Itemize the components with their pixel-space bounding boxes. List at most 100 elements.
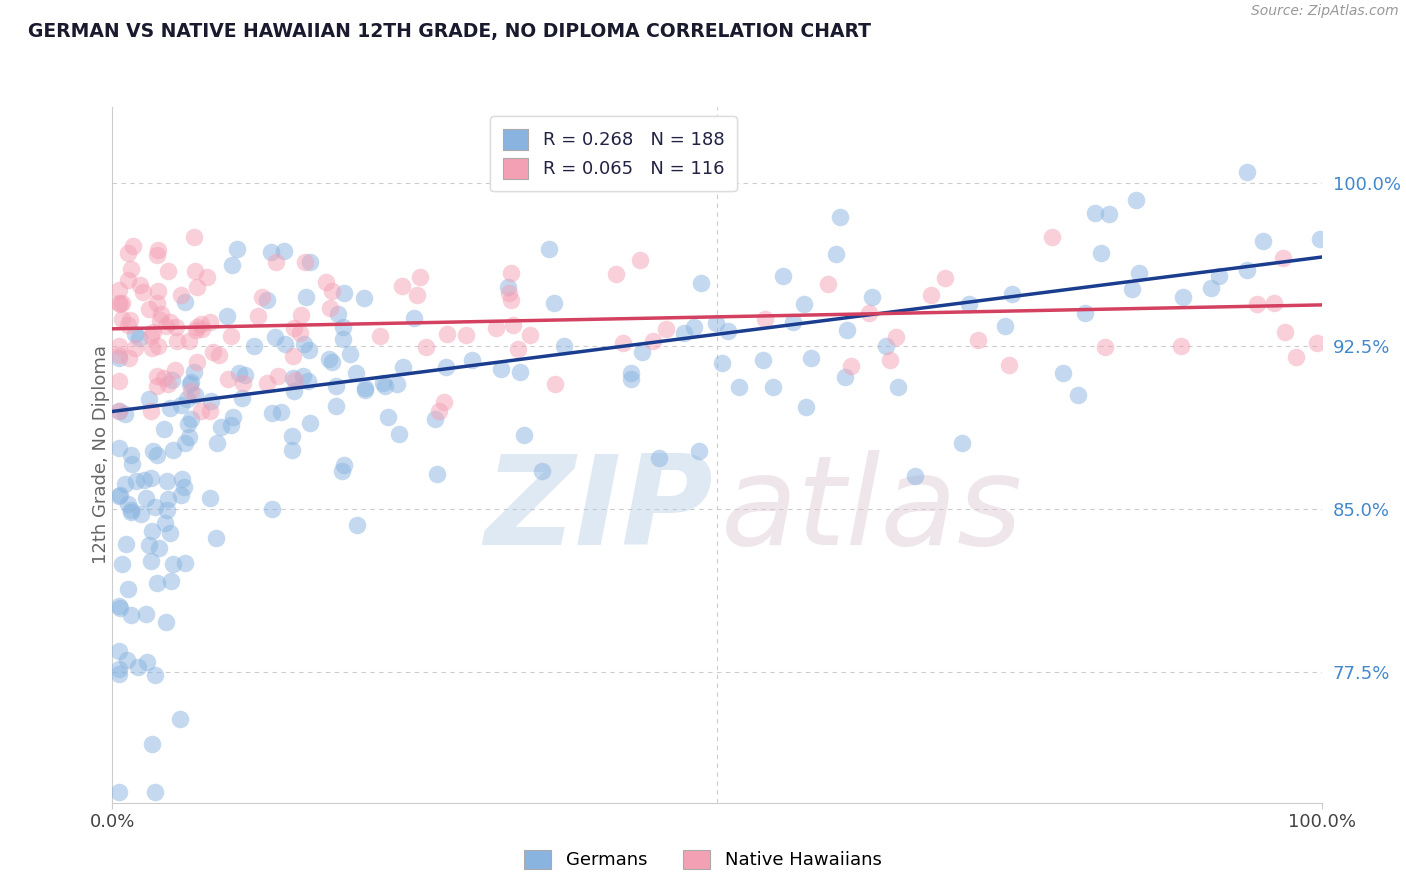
Point — [118, 351, 141, 365]
Point — [620, 372, 643, 386]
Point — [283, 321, 305, 335]
Point — [374, 379, 396, 393]
Point — [183, 365, 205, 379]
Point — [628, 253, 651, 268]
Point — [502, 318, 524, 332]
Point — [208, 348, 231, 362]
Point — [353, 383, 375, 397]
Point — [294, 290, 316, 304]
Point — [1090, 246, 1112, 260]
Point — [129, 507, 152, 521]
Point — [155, 615, 177, 629]
Point — [166, 334, 188, 348]
Point — [170, 472, 193, 486]
Point — [174, 436, 197, 450]
Point — [1306, 336, 1329, 351]
Point — [858, 306, 880, 320]
Point — [1084, 206, 1107, 220]
Point — [146, 248, 169, 262]
Point — [209, 419, 232, 434]
Point — [107, 785, 129, 799]
Point — [957, 297, 980, 311]
Point — [107, 667, 129, 681]
Point — [499, 293, 522, 307]
Point — [837, 323, 859, 337]
Point — [145, 295, 167, 310]
Point — [274, 337, 297, 351]
Point — [1052, 366, 1074, 380]
Point — [180, 375, 202, 389]
Point — [512, 428, 534, 442]
Point — [148, 339, 170, 353]
Point — [121, 457, 143, 471]
Point — [319, 301, 342, 316]
Point — [166, 319, 188, 334]
Point — [115, 537, 138, 551]
Point — [107, 374, 129, 388]
Point — [728, 379, 751, 393]
Point — [325, 399, 347, 413]
Point — [402, 311, 425, 326]
Point — [111, 296, 134, 310]
Point — [195, 270, 218, 285]
Point — [117, 273, 139, 287]
Point — [169, 712, 191, 726]
Point — [174, 294, 197, 309]
Point — [260, 406, 283, 420]
Point — [162, 442, 184, 457]
Point — [129, 278, 152, 293]
Point — [107, 441, 129, 455]
Point — [232, 376, 254, 391]
Point — [266, 255, 288, 269]
Point — [994, 318, 1017, 333]
Point — [138, 392, 160, 406]
Point — [150, 307, 173, 321]
Point — [228, 367, 250, 381]
Point — [1098, 207, 1121, 221]
Point — [145, 448, 167, 462]
Point — [950, 435, 973, 450]
Point — [1285, 350, 1308, 364]
Point — [332, 332, 354, 346]
Point — [454, 328, 477, 343]
Point — [641, 334, 664, 348]
Point — [1125, 193, 1147, 207]
Point — [142, 443, 165, 458]
Point — [1170, 339, 1192, 353]
Point — [1067, 388, 1090, 402]
Point — [173, 556, 195, 570]
Point — [177, 417, 200, 431]
Point — [139, 404, 162, 418]
Point — [180, 411, 202, 425]
Point — [281, 429, 304, 443]
Point — [153, 422, 176, 436]
Point — [648, 450, 671, 465]
Point — [406, 287, 429, 301]
Point — [264, 330, 287, 344]
Point — [655, 322, 678, 336]
Y-axis label: 12th Grade, No Diploma: 12th Grade, No Diploma — [93, 345, 110, 565]
Point — [260, 244, 283, 259]
Point — [122, 239, 145, 253]
Point — [875, 338, 897, 352]
Point — [162, 373, 184, 387]
Point — [934, 270, 956, 285]
Point — [200, 393, 222, 408]
Point — [149, 312, 172, 326]
Point — [159, 574, 181, 589]
Point — [425, 411, 447, 425]
Point — [544, 376, 567, 391]
Point — [631, 345, 654, 359]
Point — [491, 361, 513, 376]
Point — [190, 317, 212, 331]
Point — [368, 329, 391, 343]
Point — [184, 322, 207, 336]
Point — [121, 504, 143, 518]
Point — [107, 599, 129, 614]
Point — [543, 295, 565, 310]
Point — [155, 319, 177, 334]
Point — [284, 373, 307, 387]
Point — [156, 474, 179, 488]
Point — [120, 607, 142, 622]
Point — [392, 359, 415, 374]
